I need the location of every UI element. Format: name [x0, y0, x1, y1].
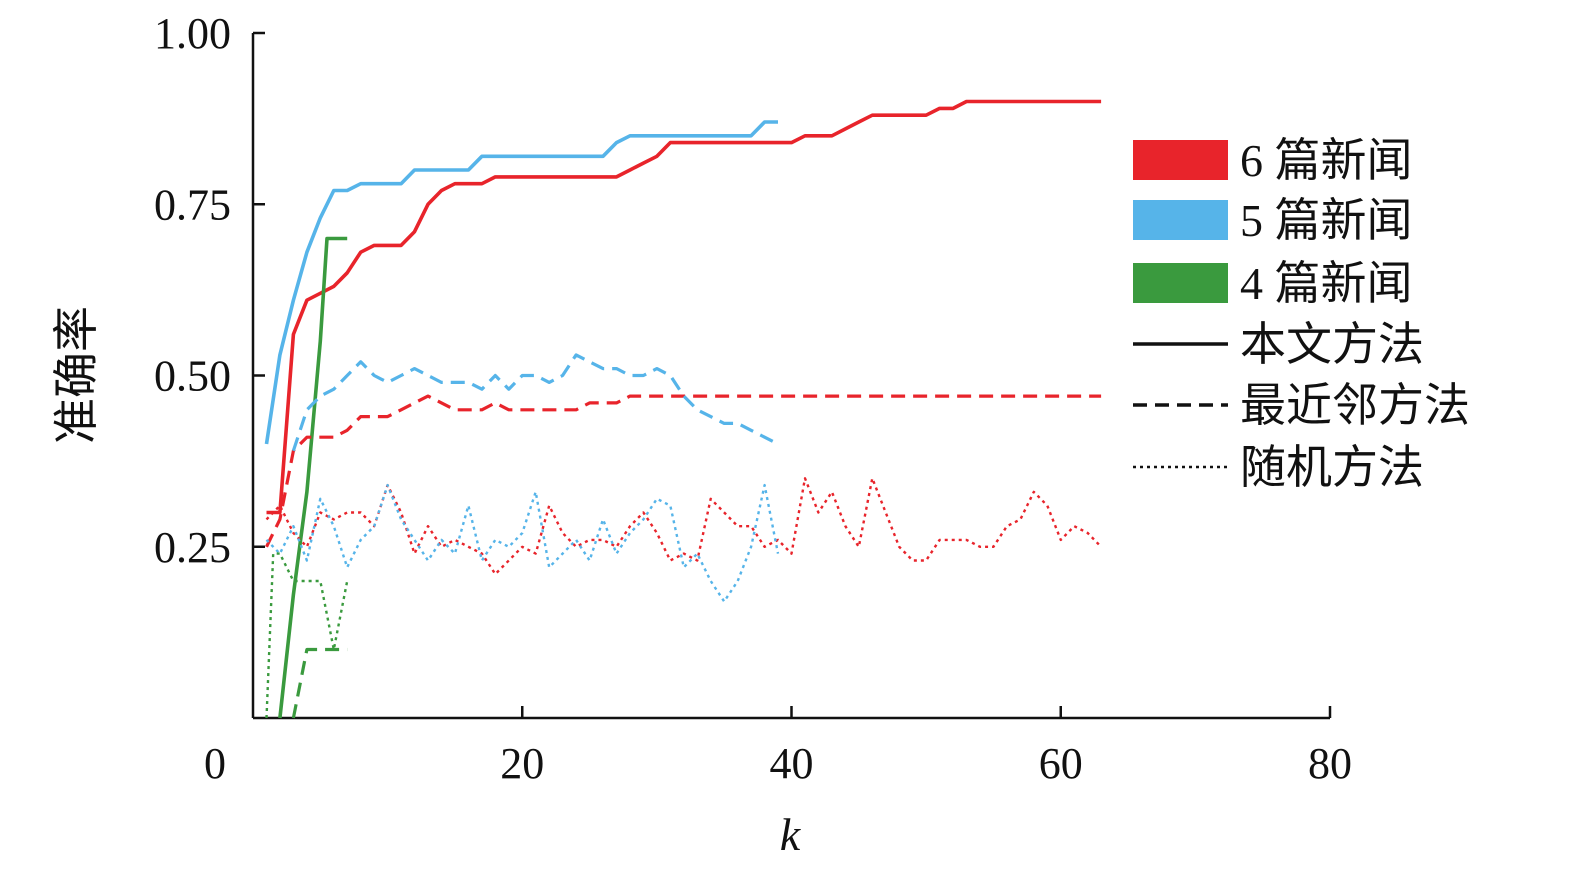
- x-tick-label: 80: [1308, 739, 1352, 788]
- y-tick-label: 0.50: [154, 352, 231, 401]
- legend-swatch: [1133, 263, 1228, 303]
- legend-label: 5 篇新闻: [1240, 195, 1413, 246]
- y-tick-label: 0.75: [154, 180, 231, 229]
- x-tick-label: 20: [500, 739, 544, 788]
- x-axis-title: k: [780, 809, 802, 860]
- series-line-7: [265, 483, 780, 603]
- legend-label: 4 篇新闻: [1240, 258, 1413, 309]
- axes: 0.25 0.50 0.75 1.00 0 20 40 60 80: [154, 9, 1352, 788]
- series-line-3: [265, 394, 1102, 548]
- series-line-0: [266, 99, 1102, 515]
- axis-labels: k 准确率: [51, 306, 802, 860]
- series-line-5: [291, 647, 348, 719]
- plot-area: [264, 99, 1102, 719]
- legend-swatch: [1133, 200, 1228, 240]
- series-line-8: [265, 552, 349, 719]
- legend-label: 随机方法: [1240, 442, 1424, 493]
- legend-label: 最近邻方法: [1240, 380, 1470, 431]
- legend-label: 本文方法: [1240, 319, 1424, 370]
- x-tick-label: 60: [1039, 739, 1083, 788]
- legend-swatch: [1133, 140, 1228, 180]
- legend-label: 6 篇新闻: [1240, 135, 1413, 186]
- series-line-1: [264, 120, 778, 445]
- y-tick-label: 0.25: [154, 523, 231, 572]
- y-axis-title: 准确率: [51, 306, 102, 444]
- x-tick-label: 40: [770, 739, 814, 788]
- series-line-4: [291, 353, 779, 452]
- y-tick-label: 1.00: [154, 9, 231, 58]
- series-line-6: [265, 477, 1102, 576]
- series-line-2: [278, 236, 348, 719]
- x-tick-label: 0: [204, 739, 226, 788]
